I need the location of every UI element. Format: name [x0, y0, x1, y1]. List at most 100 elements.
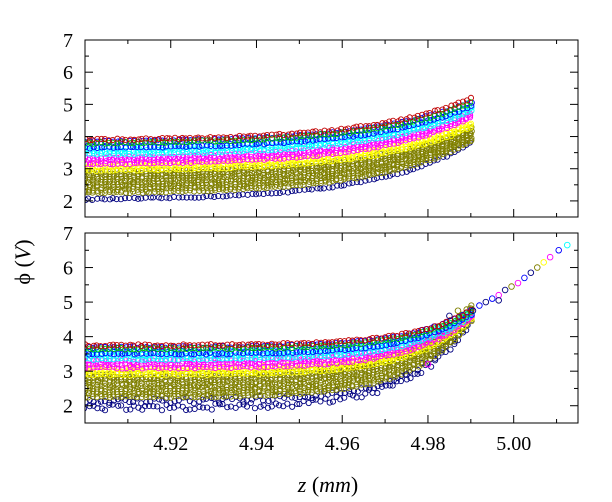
point-top-navy	[249, 190, 256, 197]
point-bottom-navy	[186, 406, 193, 413]
point-bottom-magenta	[155, 365, 162, 372]
point-bottom-red	[460, 312, 467, 319]
point-bottom-magenta	[105, 361, 112, 368]
point-top-olive	[341, 162, 348, 169]
point-top-red	[186, 134, 193, 141]
point-top-yellow	[318, 159, 325, 166]
point-top-red	[403, 116, 410, 123]
point-bottom-olive	[277, 376, 284, 384]
point-top-olive	[86, 174, 93, 181]
point-top-olive	[122, 181, 129, 188]
point-bottom-yellow	[110, 368, 117, 375]
point-bottom-navy	[294, 400, 301, 408]
point-top-cyan	[337, 138, 345, 145]
point-top-yellow	[98, 167, 105, 174]
point-bottom-olive	[423, 352, 430, 359]
point-top-green	[435, 110, 442, 117]
point-top-navy	[109, 195, 116, 202]
point-bottom-olive	[97, 386, 105, 393]
point-top-blue	[219, 142, 226, 149]
point-top-olive	[322, 177, 329, 184]
y-axis-open-paren: (	[10, 260, 35, 273]
point-top-olive	[94, 187, 101, 194]
point-bottom-olive	[135, 389, 142, 396]
point-bottom-red	[463, 309, 470, 316]
point-bottom-blue	[334, 346, 341, 353]
point-top-magenta	[354, 141, 361, 148]
point-top-yellow	[337, 153, 344, 160]
point-top-magenta	[191, 152, 198, 159]
point-bottom-red	[219, 342, 226, 349]
point-top-yellow	[371, 152, 378, 159]
point-bottom-magenta	[345, 359, 352, 366]
point-bottom-blue	[293, 349, 300, 356]
point-bottom-blue	[182, 350, 189, 357]
point-bottom-olive	[285, 388, 292, 395]
point-top-cyan	[114, 148, 121, 155]
tail-point	[424, 361, 432, 368]
point-bottom-red	[398, 330, 406, 337]
point-bottom-olive	[385, 370, 393, 377]
point-top-magenta	[257, 150, 264, 157]
point-top-magenta	[289, 151, 296, 158]
point-top-cyan	[265, 147, 272, 154]
point-bottom-yellow	[107, 372, 114, 379]
point-top-blue	[418, 119, 425, 126]
panel-frame	[84, 39, 579, 218]
point-bottom-navy	[183, 394, 190, 401]
point-bottom-navy	[179, 403, 186, 410]
point-bottom-olive	[138, 394, 145, 401]
point-bottom-magenta	[354, 357, 362, 364]
point-top-green	[293, 134, 300, 141]
point-bottom-navy	[232, 404, 239, 411]
point-top-magenta	[342, 143, 349, 151]
point-top-olive	[467, 138, 474, 145]
point-top-magenta	[167, 153, 174, 160]
point-top-yellow	[224, 161, 231, 168]
point-top-cyan	[183, 143, 190, 150]
tail-point	[527, 269, 535, 276]
point-top-magenta	[280, 151, 287, 158]
point-top-olive	[415, 156, 422, 163]
point-bottom-olive	[163, 394, 170, 401]
point-bottom-olive	[251, 386, 259, 393]
point-top-green	[280, 134, 288, 141]
point-top-green	[130, 139, 137, 147]
point-top-cyan	[419, 120, 426, 127]
point-bottom-olive	[301, 384, 308, 391]
point-bottom-olive	[326, 371, 333, 378]
point-bottom-magenta	[309, 358, 317, 365]
point-top-magenta	[159, 154, 166, 161]
point-top-cyan	[121, 147, 128, 154]
point-top-blue	[175, 142, 182, 149]
point-top-yellow	[85, 164, 88, 171]
point-bottom-olive	[237, 393, 244, 400]
point-bottom-red	[382, 334, 389, 341]
point-top-yellow	[329, 158, 336, 165]
point-top-magenta	[322, 148, 329, 155]
point-top-olive	[138, 173, 146, 180]
point-bottom-navy	[305, 399, 312, 407]
tail-point	[403, 371, 410, 378]
point-top-red	[192, 135, 199, 142]
point-bottom-blue	[215, 351, 222, 358]
tail-point	[534, 264, 541, 271]
point-top-navy	[106, 196, 113, 203]
point-top-red	[101, 135, 108, 143]
point-bottom-green	[370, 339, 377, 346]
point-top-cyan	[199, 146, 207, 153]
point-top-green	[212, 138, 219, 145]
point-top-blue	[155, 143, 162, 150]
point-top-red	[176, 136, 183, 143]
point-bottom-olive	[204, 391, 211, 398]
point-top-olive	[288, 173, 295, 180]
point-bottom-red	[431, 323, 439, 330]
point-bottom-red	[106, 342, 113, 349]
point-top-olive	[135, 168, 142, 175]
point-bottom-magenta	[162, 360, 169, 368]
point-bottom-yellow	[427, 343, 434, 350]
point-bottom-olive	[293, 376, 300, 383]
point-top-green	[138, 139, 145, 146]
point-bottom-olive	[224, 373, 231, 381]
